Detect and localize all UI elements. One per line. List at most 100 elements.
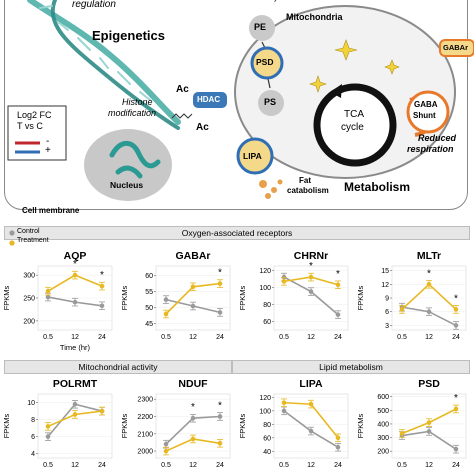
chromatin-graphic (109, 140, 161, 179)
y-tick-label: 250 (23, 296, 35, 303)
significance-marker: * (336, 269, 340, 280)
y-tick-label: 100 (259, 408, 271, 415)
legend-treatment-label: Treatment (17, 237, 49, 244)
data-point-treatment (426, 281, 432, 287)
lipa-node (236, 137, 274, 175)
x-tick-label: 24 (98, 334, 106, 341)
gabar-node-label: GABAr (443, 43, 469, 52)
fat-droplet-icons (259, 179, 283, 199)
y-axis-label: FPKMs (2, 413, 11, 438)
data-point-control (190, 415, 196, 421)
fat-catabolism-label-2: catabolism (287, 186, 329, 195)
x-tick-label: 0.5 (397, 334, 407, 341)
x-tick-label: 24 (452, 334, 460, 341)
data-point-treatment (163, 448, 169, 454)
y-axis-label: FPKMs (120, 285, 129, 310)
x-tick-label: 12 (307, 462, 315, 469)
data-point-treatment (335, 435, 341, 441)
chart-title: MLTr (417, 250, 441, 262)
data-point-treatment (399, 307, 405, 312)
x-tick-label: 0.5 (397, 462, 407, 469)
chart-lipa: LIPA FPKMs 40 60 80 100 120 0.5 12 24 (238, 378, 349, 469)
dna-helix-graphic (27, 0, 181, 130)
y-tick-label: 12 (381, 282, 389, 289)
y-tick-label: 300 (377, 435, 389, 442)
y-tick-label: 2000 (137, 449, 153, 456)
tca-cycle-graphic (313, 83, 397, 167)
mito-section-header: Mitochondrial activity (4, 360, 232, 374)
hdac-node (193, 92, 227, 108)
data-point-control (335, 312, 341, 317)
data-point-control (281, 274, 287, 280)
x-tick-label: 12 (425, 334, 433, 341)
series-legend (9, 230, 15, 246)
significance-marker: * (73, 259, 77, 270)
significance-marker: * (454, 393, 458, 404)
chart-title: LIPA (299, 378, 323, 390)
x-tick-label: 12 (189, 462, 197, 469)
chart-title: POLRMT (53, 378, 98, 390)
chart-title: AQP (64, 250, 87, 262)
y-tick-label: 120 (259, 395, 271, 402)
legend-control-label: Control (17, 228, 40, 235)
data-point-control (190, 303, 196, 309)
data-point-treatment (308, 401, 314, 407)
x-tick-label: 0.5 (279, 462, 289, 469)
ps-node-label: PS (264, 97, 277, 107)
pe-node-label: PE (254, 22, 267, 32)
diagram-graphics (7, 0, 474, 201)
data-point-treatment (308, 274, 314, 280)
y-tick-label: 9 (385, 296, 389, 303)
data-point-control (163, 441, 169, 447)
data-point-control (45, 434, 51, 439)
data-point-control (217, 414, 223, 419)
data-point-treatment (217, 440, 223, 446)
gaba-shunt-graphic (406, 90, 450, 134)
reduced-respiration-label-1: Reduced (418, 133, 457, 143)
chart-title: GABAr (175, 250, 210, 262)
tca-label-2: cycle (341, 122, 364, 133)
x-tick-label: 24 (334, 462, 342, 469)
x-tick-label: 12 (71, 462, 79, 469)
fc-legend-title-1: Log2 FC (17, 110, 52, 120)
ps-node (258, 90, 284, 116)
y-tick-label: 4 (31, 451, 35, 458)
data-point-treatment (72, 412, 78, 417)
y-tick-label: 60 (263, 319, 271, 326)
y-tick-label: 2100 (137, 431, 153, 438)
data-point-control (217, 310, 223, 315)
y-tick-label: 2300 (137, 397, 153, 404)
histone-label-1: Histone (122, 97, 153, 107)
data-point-treatment (190, 436, 196, 442)
plot-area (155, 265, 231, 331)
y-tick-label: 15 (381, 268, 389, 275)
ac-label-1: Ac (176, 84, 189, 95)
gabar-node (439, 39, 474, 57)
data-point-control (453, 446, 459, 452)
chart-gabar: GABAr FPKMs 45 50 55 60 0.5 12 24 * (120, 250, 231, 341)
y-tick-label: 300 (23, 273, 35, 280)
x-tick-label: 24 (334, 334, 342, 341)
data-point-treatment (99, 408, 105, 414)
x-tick-label: 0.5 (161, 334, 171, 341)
y-tick-label: 80 (263, 302, 271, 309)
y-tick-label: 3 (385, 323, 389, 330)
data-point-treatment (453, 307, 459, 312)
y-tick-label: 50 (145, 305, 153, 312)
data-point-control (99, 303, 105, 309)
chart-title: PSD (418, 378, 440, 390)
data-point-treatment (190, 284, 196, 290)
x-tick-label: 24 (452, 462, 460, 469)
synthesis-label: synthesis (270, 0, 303, 2)
data-point-control (163, 297, 169, 302)
y-tick-label: 80 (263, 422, 271, 429)
nucleus-graphic (84, 129, 172, 201)
chart-aqp: AQP FPKMs 200 250 300 0.5 12 24 Time (hr) * * (2, 250, 113, 352)
significance-marker: * (309, 261, 313, 272)
significance-marker: * (427, 268, 431, 279)
significance-marker: * (191, 402, 195, 413)
lipa-node-label: LIPA (243, 151, 262, 161)
histone-label-2: modification (108, 108, 157, 118)
psd-node-label: PSD (256, 57, 274, 67)
data-point-treatment (163, 311, 169, 317)
